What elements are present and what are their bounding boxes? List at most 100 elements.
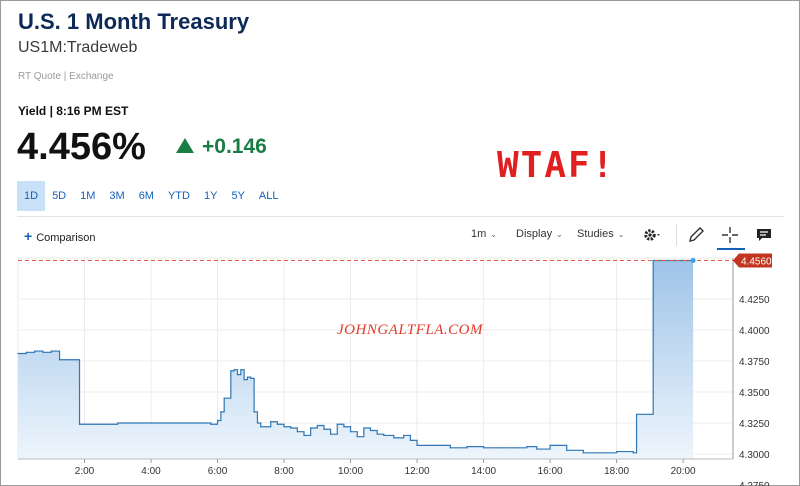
y-tick-label: 4.3250 xyxy=(739,419,770,430)
data-point xyxy=(310,427,312,429)
quote-source: RT Quote | Exchange xyxy=(18,71,114,82)
chart-axes: 2:00 4:00 6:00 8:00 10:00 12:00 14:00 16:00 18:0… xyxy=(18,253,772,486)
data-point xyxy=(236,374,239,376)
y-tick-label: 4.3500 xyxy=(739,388,770,399)
crosshair-button[interactable] xyxy=(719,224,741,246)
data-point xyxy=(323,428,325,430)
data-point xyxy=(330,433,332,435)
x-tick-label: 4:00 xyxy=(141,466,161,477)
security-symbol: US1M:Tradeweb xyxy=(18,39,138,56)
tab-range-1d[interactable]: 1D xyxy=(17,181,46,211)
data-point xyxy=(58,359,61,361)
tab-range-5y[interactable]: 5Y xyxy=(231,190,245,202)
data-point xyxy=(246,376,249,378)
security-title: U.S. 1 Month Treasury xyxy=(18,9,250,34)
data-point xyxy=(336,423,338,425)
x-tick-label: 12:00 xyxy=(405,466,430,477)
up-arrow-icon xyxy=(176,138,194,153)
chart-series-line xyxy=(18,259,694,454)
studies-dropdown[interactable]: Studies ⌄ xyxy=(577,228,624,240)
x-tick-label: 10:00 xyxy=(338,466,363,477)
yield-time-label: Yield | 8:16 PM EST xyxy=(18,104,129,118)
last-price-label: 4.4560 xyxy=(741,256,772,267)
data-point xyxy=(78,423,81,425)
data-point xyxy=(270,421,272,423)
toolbar-divider xyxy=(17,216,784,217)
data-point xyxy=(499,447,501,449)
data-point xyxy=(290,427,292,429)
data-point xyxy=(220,411,222,413)
comparison-button[interactable]: + Comparison xyxy=(24,228,96,244)
data-point xyxy=(466,445,468,448)
comment-button[interactable] xyxy=(753,224,775,246)
data-point xyxy=(393,437,395,439)
data-point xyxy=(369,429,372,432)
data-point xyxy=(240,369,242,371)
gear-icon xyxy=(644,229,660,241)
tab-range-1y[interactable]: 1Y xyxy=(203,190,218,202)
data-point xyxy=(449,447,451,449)
tab-range-5d[interactable]: 5D xyxy=(52,190,67,202)
crosshair-active-indicator xyxy=(717,248,745,250)
chart-area-fill xyxy=(18,260,694,459)
x-tick-label: 16:00 xyxy=(538,466,563,477)
data-point xyxy=(260,426,262,428)
data-point xyxy=(526,445,528,448)
data-point xyxy=(316,424,318,427)
wtaf-annotation: WTAF! xyxy=(497,145,616,186)
data-point xyxy=(296,431,298,433)
last-price-tag xyxy=(733,253,772,268)
data-point xyxy=(649,413,651,415)
tab-range-1m[interactable]: 1M xyxy=(80,190,96,202)
data-point xyxy=(243,378,245,381)
display-dropdown[interactable]: Display ⌄ xyxy=(516,228,563,240)
tab-range-all[interactable]: ALL xyxy=(258,190,279,202)
settings-button[interactable] xyxy=(641,224,663,246)
data-point xyxy=(635,413,638,415)
y-tick-label: 4.4000 xyxy=(739,326,770,337)
data-point xyxy=(383,434,385,437)
tab-range-6m[interactable]: 6M xyxy=(138,190,154,202)
data-point xyxy=(416,444,418,446)
price-change-value: +0.146 xyxy=(202,135,267,158)
watermark-text: JOHNGALTFLA.COM xyxy=(337,322,483,338)
chevron-down-icon: ⌄ xyxy=(617,230,625,239)
data-point xyxy=(343,426,345,428)
x-tick-label: 6:00 xyxy=(208,466,228,477)
interval-label: 1m xyxy=(471,228,487,240)
data-point xyxy=(652,259,654,262)
data-point xyxy=(549,444,551,446)
data-point xyxy=(77,359,79,361)
yield-price: 4.456% xyxy=(17,126,146,168)
data-point xyxy=(100,423,102,425)
tab-range-3m[interactable]: 3M xyxy=(109,190,125,202)
data-point xyxy=(17,352,19,355)
interval-dropdown[interactable]: 1m ⌄ xyxy=(471,228,497,240)
x-tick-label: 18:00 xyxy=(604,466,629,477)
data-point xyxy=(376,433,378,435)
data-point xyxy=(363,427,365,429)
studies-label: Studies xyxy=(577,228,614,240)
y-tick-label: 4.3750 xyxy=(739,357,770,368)
data-point xyxy=(256,422,259,424)
data-point xyxy=(403,434,405,437)
data-point xyxy=(566,449,568,451)
comment-icon xyxy=(757,229,771,241)
data-point xyxy=(283,426,285,428)
data-point xyxy=(223,397,225,399)
y-tick-label: 4.2750 xyxy=(739,481,770,486)
data-point xyxy=(516,447,518,449)
x-tick-label: 14:00 xyxy=(471,466,496,477)
tab-range-ytd[interactable]: YTD xyxy=(167,190,190,202)
x-tick-label: 20:00 xyxy=(671,466,696,477)
crosshair-icon xyxy=(722,227,738,243)
data-point xyxy=(276,423,278,425)
data-point xyxy=(536,448,538,450)
price-change: +0.146 xyxy=(176,135,267,159)
chevron-down-icon: ⌄ xyxy=(490,230,497,239)
draw-button[interactable] xyxy=(685,224,707,246)
plus-icon: + xyxy=(24,228,33,244)
display-label: Display xyxy=(516,228,553,240)
data-point xyxy=(632,452,634,454)
